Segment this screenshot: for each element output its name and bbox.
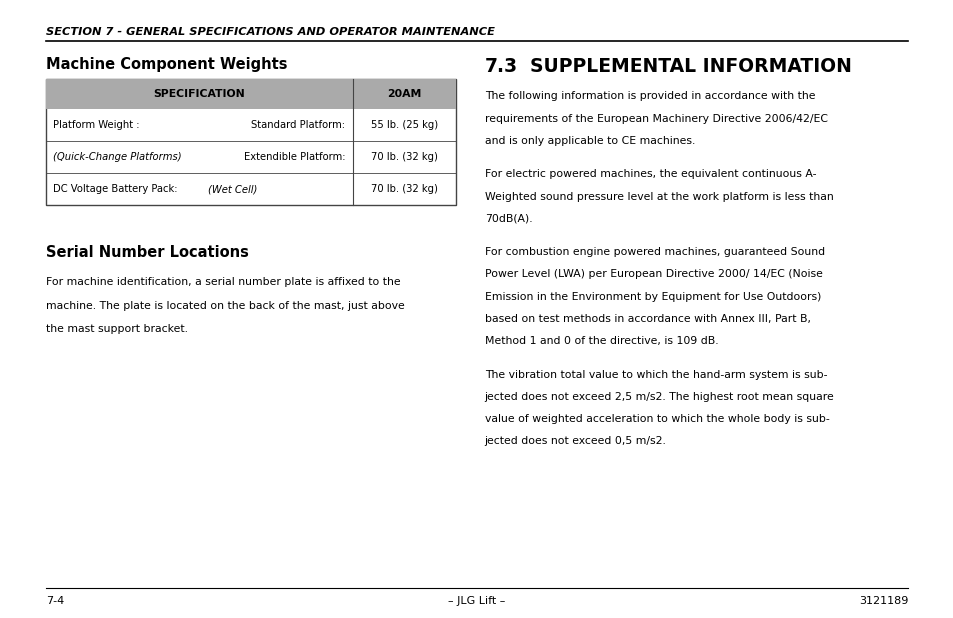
Text: The following information is provided in accordance with the: The following information is provided in…	[484, 91, 814, 101]
Text: 70 lb. (32 kg): 70 lb. (32 kg)	[371, 184, 437, 194]
Text: value of weighted acceleration to which the whole body is sub-: value of weighted acceleration to which …	[484, 414, 828, 424]
Bar	[46, 79, 456, 109]
Text: 7-4: 7-4	[46, 596, 64, 606]
Text: 3121189: 3121189	[858, 596, 907, 606]
Text: Platform Weight :: Platform Weight :	[53, 120, 140, 130]
Text: Method 1 and 0 of the directive, is 109 dB.: Method 1 and 0 of the directive, is 109 …	[484, 336, 718, 346]
Text: Power Level (LWA) per European Directive 2000/ 14/EC (Noise: Power Level (LWA) per European Directive…	[484, 269, 821, 279]
Text: For machine identification, a serial number plate is affixed to the: For machine identification, a serial num…	[46, 277, 400, 287]
Text: SPECIFICATION: SPECIFICATION	[153, 89, 245, 99]
Text: and is only applicable to CE machines.: and is only applicable to CE machines.	[484, 136, 695, 146]
Text: 20AM: 20AM	[387, 89, 421, 99]
Text: machine. The plate is located on the back of the mast, just above: machine. The plate is located on the bac…	[46, 301, 404, 311]
Text: Machine Component Weights: Machine Component Weights	[46, 57, 287, 72]
Text: jected does not exceed 0,5 m/s2.: jected does not exceed 0,5 m/s2.	[484, 436, 666, 446]
Text: Weighted sound pressure level at the work platform is less than: Weighted sound pressure level at the wor…	[484, 192, 833, 201]
Text: The vibration total value to which the hand-arm system is sub-: The vibration total value to which the h…	[484, 370, 826, 379]
Text: requirements of the European Machinery Directive 2006/42/EC: requirements of the European Machinery D…	[484, 114, 827, 124]
Text: 70dB(A).: 70dB(A).	[484, 214, 532, 224]
Text: Serial Number Locations: Serial Number Locations	[46, 245, 249, 260]
Text: based on test methods in accordance with Annex III, Part B,: based on test methods in accordance with…	[484, 314, 810, 324]
Text: the mast support bracket.: the mast support bracket.	[46, 324, 188, 334]
Text: jected does not exceed 2,5 m/s2. The highest root mean square: jected does not exceed 2,5 m/s2. The hig…	[484, 392, 834, 402]
Text: 70 lb. (32 kg): 70 lb. (32 kg)	[371, 152, 437, 162]
Text: SUPPLEMENTAL INFORMATION: SUPPLEMENTAL INFORMATION	[530, 57, 851, 76]
Text: 7.3: 7.3	[484, 57, 517, 76]
Text: Standard Platform:: Standard Platform:	[251, 120, 345, 130]
Text: For combustion engine powered machines, guaranteed Sound: For combustion engine powered machines, …	[484, 247, 824, 257]
Text: (Quick-Change Platforms): (Quick-Change Platforms)	[53, 152, 182, 162]
Text: SECTION 7 - GENERAL SPECIFICATIONS AND OPERATOR MAINTENANCE: SECTION 7 - GENERAL SPECIFICATIONS AND O…	[46, 27, 495, 36]
Text: (Wet Cell): (Wet Cell)	[208, 184, 257, 194]
Text: Extendible Platform:: Extendible Platform:	[244, 152, 345, 162]
Text: DC Voltage Battery Pack:: DC Voltage Battery Pack:	[53, 184, 181, 194]
Text: – JLG Lift –: – JLG Lift –	[448, 596, 505, 606]
Text: For electric powered machines, the equivalent continuous A-: For electric powered machines, the equiv…	[484, 169, 815, 179]
Text: 55 lb. (25 kg): 55 lb. (25 kg)	[371, 120, 437, 130]
Text: Emission in the Environment by Equipment for Use Outdoors): Emission in the Environment by Equipment…	[484, 292, 821, 302]
Bar	[46, 79, 456, 205]
